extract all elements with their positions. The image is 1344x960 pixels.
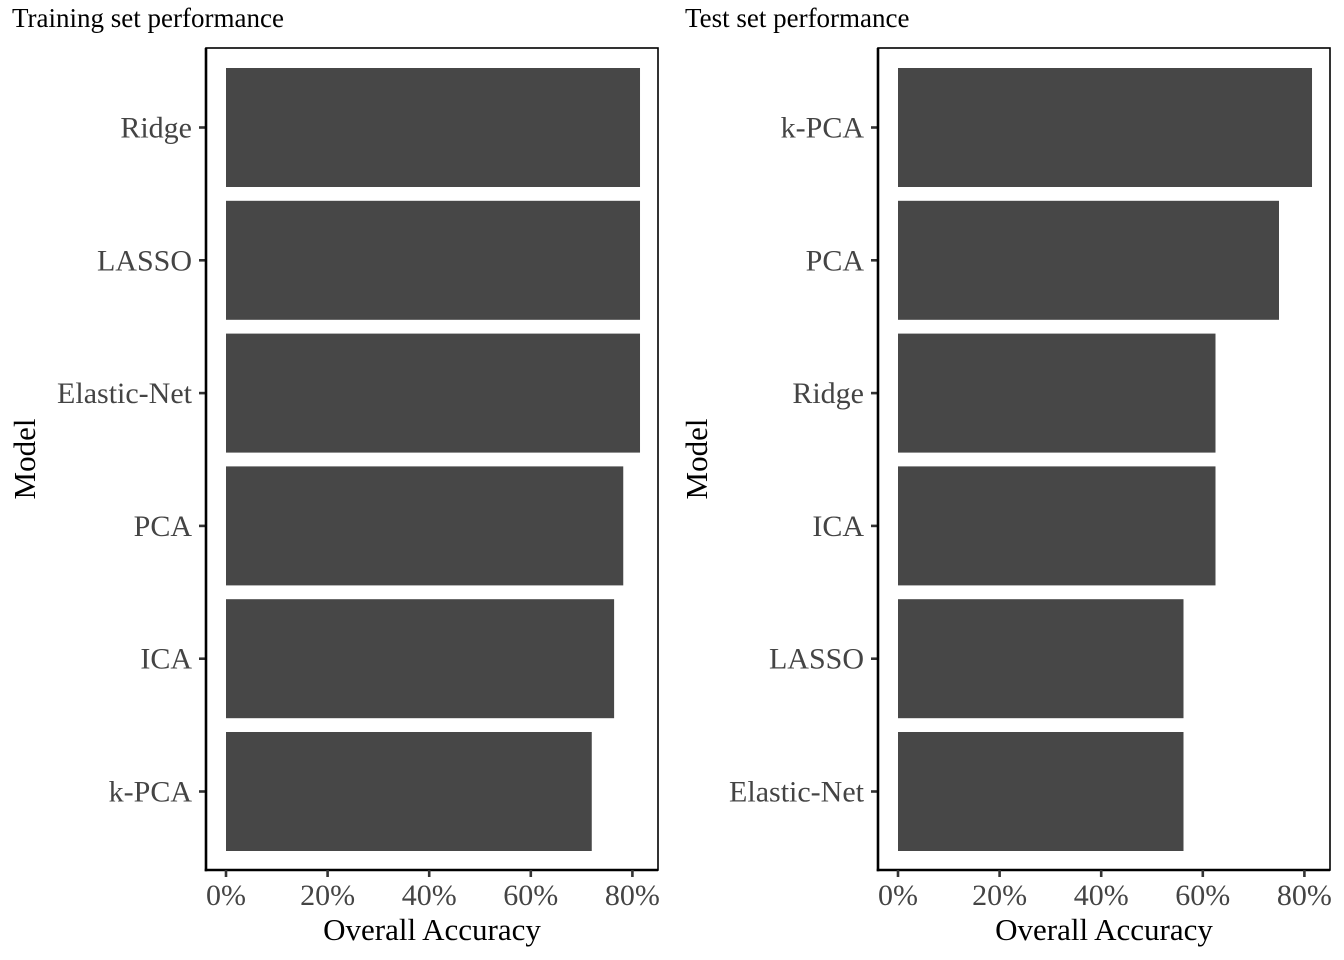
panel-2-y-tick-label-elastic-net: Elastic-Net bbox=[729, 776, 865, 809]
panel-2-y-tick-label-ica: ICA bbox=[812, 510, 864, 543]
panel-2-y-tick-label-pca: PCA bbox=[806, 244, 865, 277]
panel-2-bar-elastic-net bbox=[898, 732, 1184, 851]
panel-1-bar-k-pca bbox=[226, 732, 592, 851]
panel-2-y-tick-label-lasso: LASSO bbox=[769, 643, 864, 676]
panel-1-bar-lasso bbox=[226, 200, 641, 320]
panel-2-bar-ridge bbox=[898, 333, 1216, 453]
panel-1-bar-ica bbox=[226, 599, 615, 719]
panel-2-x-tick-label-40: 40% bbox=[1074, 879, 1129, 912]
panel-1-x-tick-label-40: 40% bbox=[402, 879, 457, 912]
panel-1-y-axis-title: Model bbox=[7, 419, 42, 500]
panel-2-title: Test set performance bbox=[685, 3, 910, 33]
panel-1-y-tick-label-ridge: Ridge bbox=[120, 112, 192, 145]
panel-2-x-tick-label-20: 20% bbox=[972, 879, 1027, 912]
panel-2-bar-pca bbox=[898, 200, 1279, 320]
panel-2-x-tick-label-60: 60% bbox=[1175, 879, 1230, 912]
panel-1-x-tick-label-80: 80% bbox=[605, 879, 660, 912]
panel-2-bar-ica bbox=[898, 466, 1216, 586]
panel-1-y-tick-label-pca: PCA bbox=[134, 510, 193, 543]
panel-2-x-tick-label-80: 80% bbox=[1277, 879, 1332, 912]
panel-2-bar-k-pca bbox=[898, 68, 1313, 187]
panel-1-bar-pca bbox=[226, 466, 624, 586]
panel-1-y-tick-label-elastic-net: Elastic-Net bbox=[57, 377, 193, 410]
panel-2-x-axis-title: Overall Accuracy bbox=[995, 912, 1213, 947]
panel-1-bar-elastic-net bbox=[226, 333, 641, 453]
panel-1-y-tick-label-lasso: LASSO bbox=[97, 244, 192, 277]
panel-1-x-tick-label-20: 20% bbox=[300, 879, 355, 912]
panel-1-y-tick-label-ica: ICA bbox=[140, 643, 192, 676]
panel-1-x-axis-title: Overall Accuracy bbox=[323, 912, 541, 947]
panel-1-bar-ridge bbox=[226, 68, 641, 187]
panel-2-y-axis-title: Model bbox=[679, 419, 714, 500]
panel-1-y-tick-label-k-pca: k-PCA bbox=[109, 776, 193, 809]
panel-1-x-tick-label-0: 0% bbox=[206, 879, 246, 912]
panel-2-y-tick-label-ridge: Ridge bbox=[792, 377, 864, 410]
panel-2-x-tick-label-0: 0% bbox=[878, 879, 918, 912]
panel-2-bar-lasso bbox=[898, 599, 1184, 719]
panel-1-title: Training set performance bbox=[12, 3, 284, 33]
panel-2-y-tick-label-k-pca: k-PCA bbox=[781, 112, 865, 145]
panel-1-x-tick-label-60: 60% bbox=[503, 879, 558, 912]
